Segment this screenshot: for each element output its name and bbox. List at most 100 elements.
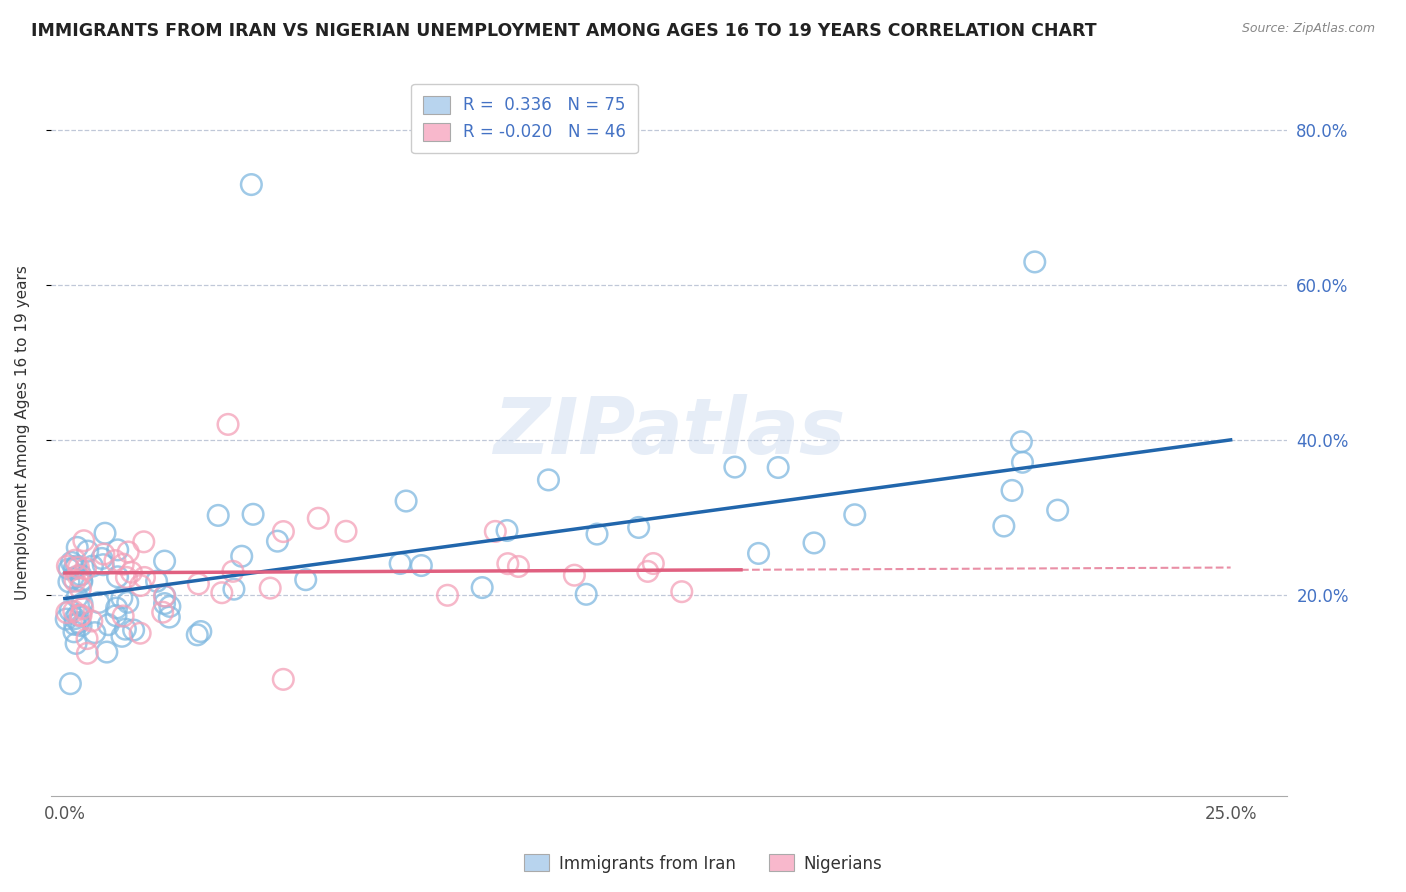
Point: [72, 601, 94, 615]
Point: [87, 595, 110, 609]
Point: [97, 617, 120, 632]
Point: [114, 622, 136, 636]
Point: [117, 595, 139, 609]
Point: [134, 570, 156, 584]
Point: [803, 536, 825, 550]
Point: [63, 611, 86, 625]
Point: [66, 608, 89, 623]
Point: [76, 544, 98, 558]
Point: [152, 605, 174, 619]
Point: [69, 582, 91, 596]
Point: [153, 590, 176, 604]
Point: [58, 574, 80, 589]
Point: [411, 558, 433, 573]
Point: [111, 629, 134, 643]
Point: [66, 541, 89, 555]
Point: [222, 565, 245, 579]
Point: [75, 561, 97, 575]
Point: [335, 524, 357, 539]
Point: [207, 508, 229, 523]
Point: [91, 558, 114, 572]
Point: [471, 581, 494, 595]
Point: [129, 578, 152, 592]
Point: [1010, 434, 1032, 449]
Point: [82, 559, 104, 574]
Point: [56, 559, 79, 574]
Legend: Immigrants from Iran, Nigerians: Immigrants from Iran, Nigerians: [517, 847, 889, 880]
Y-axis label: Unemployment Among Ages 16 to 19 years: Unemployment Among Ages 16 to 19 years: [15, 265, 30, 599]
Point: [564, 568, 586, 582]
Point: [1011, 455, 1033, 469]
Point: [132, 534, 155, 549]
Point: [69, 608, 91, 623]
Point: [76, 646, 98, 660]
Point: [190, 624, 212, 639]
Point: [69, 568, 91, 582]
Point: [145, 574, 167, 589]
Point: [104, 608, 127, 623]
Point: [231, 549, 253, 564]
Point: [67, 560, 90, 574]
Point: [575, 587, 598, 601]
Point: [93, 547, 115, 561]
Point: [63, 617, 86, 632]
Point: [73, 533, 96, 548]
Legend: R =  0.336   N = 75, R = -0.020   N = 46: R = 0.336 N = 75, R = -0.020 N = 46: [412, 84, 637, 153]
Point: [159, 599, 181, 614]
Point: [187, 577, 209, 591]
Point: [59, 604, 82, 618]
Point: [111, 591, 134, 605]
Point: [508, 559, 530, 574]
Text: Source: ZipAtlas.com: Source: ZipAtlas.com: [1241, 22, 1375, 36]
Point: [671, 584, 693, 599]
Point: [58, 562, 80, 576]
Point: [1046, 503, 1069, 517]
Point: [748, 546, 770, 560]
Point: [1001, 483, 1024, 498]
Point: [104, 553, 127, 567]
Point: [844, 508, 866, 522]
Point: [586, 527, 609, 541]
Point: [96, 645, 118, 659]
Point: [70, 618, 93, 632]
Point: [724, 460, 747, 475]
Point: [105, 601, 128, 615]
Point: [117, 545, 139, 559]
Point: [62, 571, 84, 585]
Point: [496, 557, 519, 571]
Point: [63, 562, 86, 576]
Point: [55, 612, 77, 626]
Point: [1024, 255, 1046, 269]
Point: [67, 615, 90, 630]
Point: [186, 628, 208, 642]
Point: [112, 609, 135, 624]
Point: [66, 569, 89, 583]
Point: [294, 573, 316, 587]
Point: [129, 626, 152, 640]
Point: [70, 608, 93, 623]
Point: [70, 597, 93, 611]
Point: [107, 570, 129, 584]
Point: [153, 589, 176, 603]
Point: [65, 559, 87, 574]
Point: [59, 676, 82, 690]
Point: [94, 526, 117, 541]
Point: [211, 585, 233, 599]
Point: [389, 557, 412, 571]
Point: [90, 551, 112, 566]
Point: [266, 534, 288, 549]
Point: [643, 557, 665, 571]
Point: [65, 636, 87, 650]
Point: [107, 542, 129, 557]
Point: [271, 673, 294, 687]
Point: [240, 178, 263, 192]
Point: [76, 632, 98, 646]
Point: [63, 624, 86, 639]
Point: [222, 582, 245, 597]
Point: [484, 524, 506, 539]
Point: [70, 574, 93, 589]
Point: [157, 610, 180, 624]
Text: IMMIGRANTS FROM IRAN VS NIGERIAN UNEMPLOYMENT AMONG AGES 16 TO 19 YEARS CORRELAT: IMMIGRANTS FROM IRAN VS NIGERIAN UNEMPLO…: [31, 22, 1097, 40]
Point: [242, 508, 264, 522]
Point: [259, 581, 281, 595]
